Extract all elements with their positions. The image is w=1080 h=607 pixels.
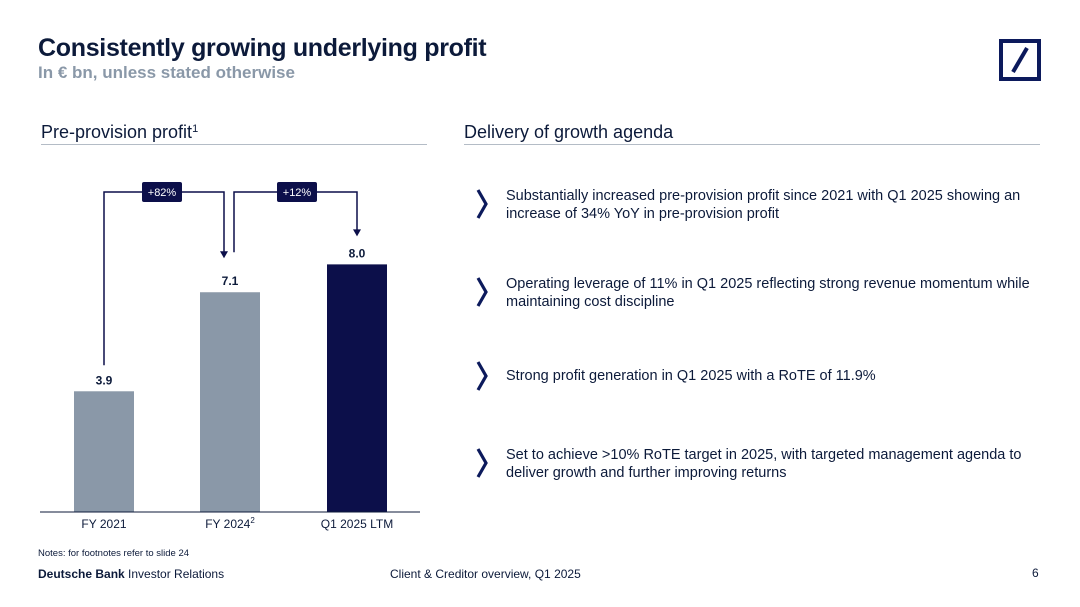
chart-bar	[200, 292, 260, 512]
bar-value-label: 8.0	[349, 246, 366, 260]
agenda-heading-rule	[464, 144, 1040, 145]
growth-label-box	[277, 182, 317, 202]
chevron-right-icon	[476, 277, 488, 307]
agenda-section-heading: Delivery of growth agenda	[464, 122, 674, 142]
growth-label-box	[142, 182, 182, 202]
agenda-bullet-text: Set to achieve >10% RoTE target in 2025,…	[506, 447, 1022, 481]
chart-heading-rule	[41, 144, 427, 145]
growth-arrow-head	[220, 251, 228, 259]
page-title: Consistently growing underlying profit	[38, 34, 487, 62]
deutsche-bank-logo	[999, 39, 1041, 81]
chart-heading-text: Pre-provision profit	[41, 122, 193, 142]
agenda-bullet-text: Operating leverage of 11% in Q1 2025 ref…	[506, 276, 1030, 310]
growth-arrow-head	[353, 229, 361, 237]
chart-section-heading: Pre-provision profit1	[41, 122, 198, 143]
bar-value-label: 7.1	[222, 274, 239, 288]
pre-provision-profit-chart: 3.9 FY 2021 7.1 FY 20242 8.0 Q1 2025 LTM +82% +…	[40, 182, 420, 531]
growth-label: +12%	[283, 187, 312, 199]
chevron-right-icon	[476, 189, 488, 219]
growth-label: +82%	[148, 187, 177, 199]
chart-bar	[327, 264, 387, 512]
chevron-right-icon	[476, 448, 488, 478]
x-tick-label: FY 20242	[205, 516, 255, 531]
x-tick-label: Q1 2025 LTM	[321, 517, 393, 531]
page-number: 6	[1032, 566, 1039, 580]
x-tick-label: FY 2021	[81, 517, 126, 531]
bar-value-label: 3.9	[96, 373, 113, 387]
agenda-bullet-text: Strong profit generation in Q1 2025 with…	[506, 368, 876, 384]
footer-document-title: Client & Creditor overview, Q1 2025	[390, 567, 581, 581]
footer-brand-rest: Investor Relations	[124, 567, 225, 581]
page-subtitle: In € bn, unless stated otherwise	[38, 63, 295, 82]
chart-heading-footnote: 1	[192, 123, 199, 135]
footnote-notes: Notes: for footnotes refer to slide 24	[38, 548, 190, 559]
chevron-right-icon	[476, 361, 488, 391]
logo-slash-icon	[1011, 46, 1029, 74]
agenda-bullet-text: Substantially increased pre-provision pr…	[506, 188, 1021, 222]
chart-bar	[74, 391, 134, 512]
footer-brand: Deutsche Bank Investor Relations	[38, 567, 224, 581]
footer-brand-bold: Deutsche Bank	[38, 567, 125, 581]
